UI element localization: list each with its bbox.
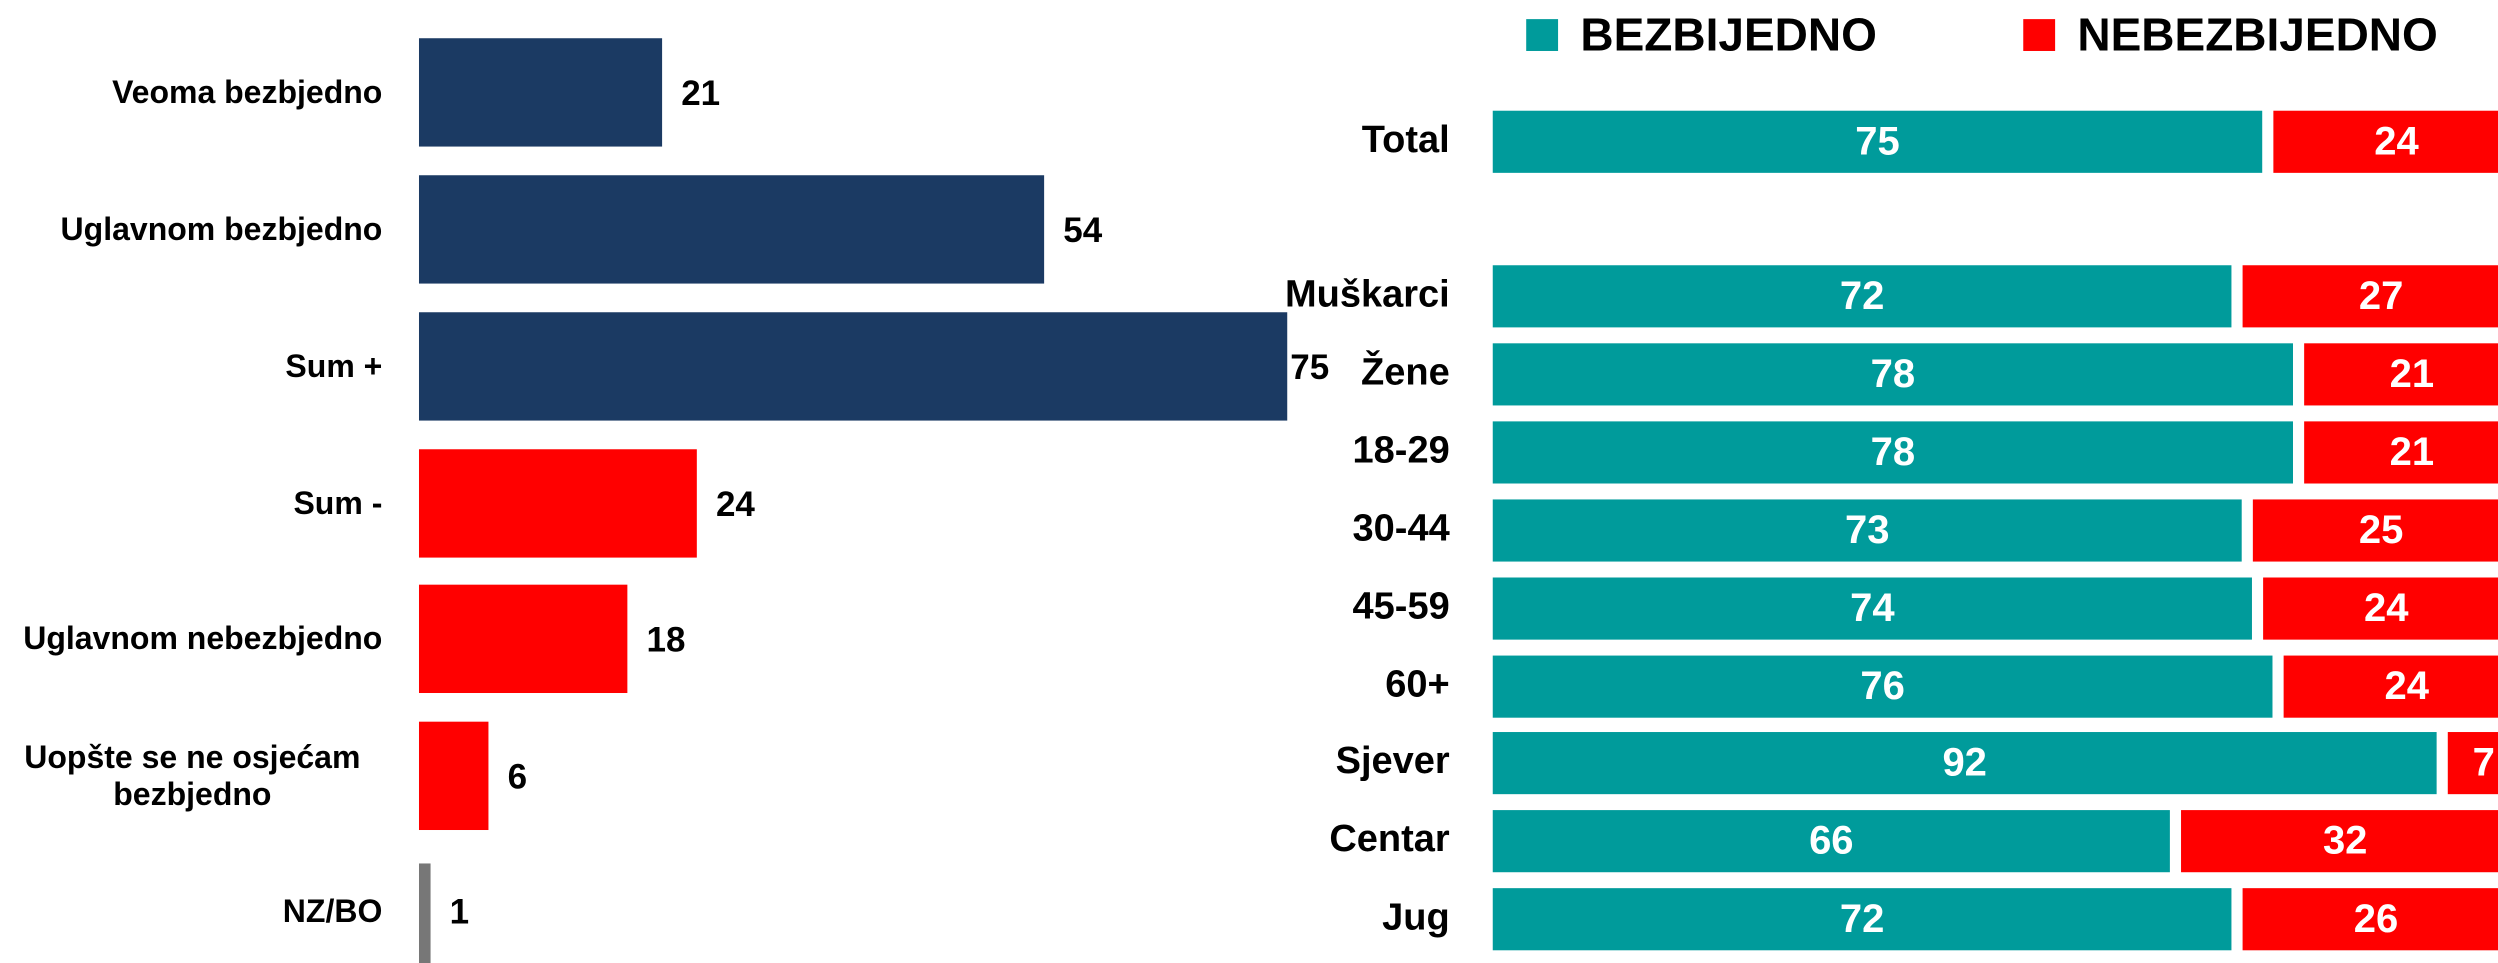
- category-label: 30-44: [1353, 508, 1450, 550]
- bar: [418, 863, 431, 963]
- category-label: Centar: [1329, 818, 1450, 860]
- value-label: 21: [681, 74, 720, 113]
- bar: [418, 584, 628, 694]
- value-label: 32: [2323, 819, 2368, 863]
- category-label: 45-59: [1353, 586, 1450, 628]
- value-label: 24: [2384, 664, 2429, 708]
- category-label: Sum +: [2, 316, 382, 416]
- value-label: 75: [1855, 119, 1900, 163]
- bar: [418, 721, 489, 831]
- value-label: 7: [2473, 741, 2495, 785]
- bar: [418, 312, 1288, 421]
- bar: [418, 449, 697, 558]
- value-label: 78: [1871, 430, 1916, 474]
- bar-segment: [2447, 732, 2498, 795]
- bar-segment: [1492, 577, 2252, 640]
- value-label: 78: [1871, 352, 1916, 396]
- category-label: 18-29: [1353, 429, 1450, 471]
- value-label: 92: [1942, 741, 1987, 785]
- value-label: 72: [1840, 897, 1885, 941]
- bar-segment: [1492, 499, 2242, 562]
- bar-segment: [2242, 265, 2498, 328]
- category-text: Veoma bezbjedno: [112, 73, 383, 110]
- bar: [418, 38, 663, 147]
- bar-segment: [1492, 810, 2170, 873]
- value-label: 21: [2390, 430, 2435, 474]
- bar: [418, 175, 1045, 284]
- bar-segment: [2304, 343, 2498, 406]
- value-label: 74: [1850, 586, 1895, 630]
- category-text: Sum -: [293, 484, 383, 521]
- category-label: 60+: [1385, 664, 1449, 706]
- bar-segment: [2263, 577, 2498, 640]
- category-label: Uopšte se ne osjećam bezbjedno: [2, 726, 382, 826]
- value-label: 76: [1860, 664, 1905, 708]
- bar-segment: [2304, 421, 2498, 484]
- legend-label: NEBEZBIJEDNO: [2077, 8, 2437, 60]
- category-label: Total: [1362, 119, 1450, 161]
- bar-segment: [1492, 732, 2437, 795]
- value-label: 73: [1845, 508, 1890, 552]
- bar-segment: [1492, 655, 2273, 718]
- category-label: Sjever: [1336, 740, 1450, 782]
- value-label: 21: [2390, 352, 2435, 396]
- bar-segment: [2181, 810, 2498, 873]
- category-label: Žene: [1361, 349, 1450, 393]
- bar-segment: [2273, 110, 2498, 173]
- category-label: Uglavnom nebezbjedno: [2, 589, 382, 689]
- value-label: 18: [646, 620, 685, 659]
- value-label: 6: [508, 757, 527, 796]
- bar-segment: [2283, 655, 2498, 718]
- category-text: Uglavnom nebezbjedno: [23, 620, 383, 657]
- legend-label: BEZBIJEDNO: [1580, 8, 1876, 60]
- category-text: NZ/BO: [282, 892, 383, 929]
- legend-swatch: [1526, 19, 1559, 51]
- category-label: NZ/BO: [2, 861, 383, 961]
- value-label: 24: [716, 485, 755, 524]
- category-label: Uglavnom bezbjedno: [2, 179, 383, 279]
- category-label: Veoma bezbjedno: [2, 42, 382, 142]
- bar-segment: [2242, 888, 2498, 951]
- category-label: Sum -: [2, 453, 382, 553]
- value-label: 75: [1290, 348, 1329, 387]
- bar-segment: [2252, 499, 2498, 562]
- category-text: Sum +: [285, 347, 383, 384]
- bar-segment: [1492, 888, 2232, 951]
- category-label: Muškarci: [1285, 273, 1450, 315]
- category-text: Uopšte se ne osjećam bezbjedno: [24, 738, 361, 812]
- bar-segment: [1492, 265, 2232, 328]
- value-label: 66: [1809, 819, 1854, 863]
- value-label: 54: [1063, 211, 1102, 250]
- legend-swatch: [2023, 19, 2056, 51]
- value-label: 1: [450, 893, 469, 932]
- bar-segment: [1492, 110, 2263, 173]
- value-label: 25: [2359, 508, 2404, 552]
- value-label: 26: [2354, 897, 2399, 941]
- category-text: Uglavnom bezbjedno: [60, 210, 383, 247]
- bar-segment: [1492, 343, 2293, 406]
- category-label: Jug: [1382, 896, 1450, 938]
- value-label: 27: [2359, 274, 2404, 318]
- bar-segment: [1492, 421, 2293, 484]
- value-label: 72: [1840, 274, 1885, 318]
- value-label: 24: [2364, 586, 2409, 630]
- value-label: 24: [2374, 119, 2419, 163]
